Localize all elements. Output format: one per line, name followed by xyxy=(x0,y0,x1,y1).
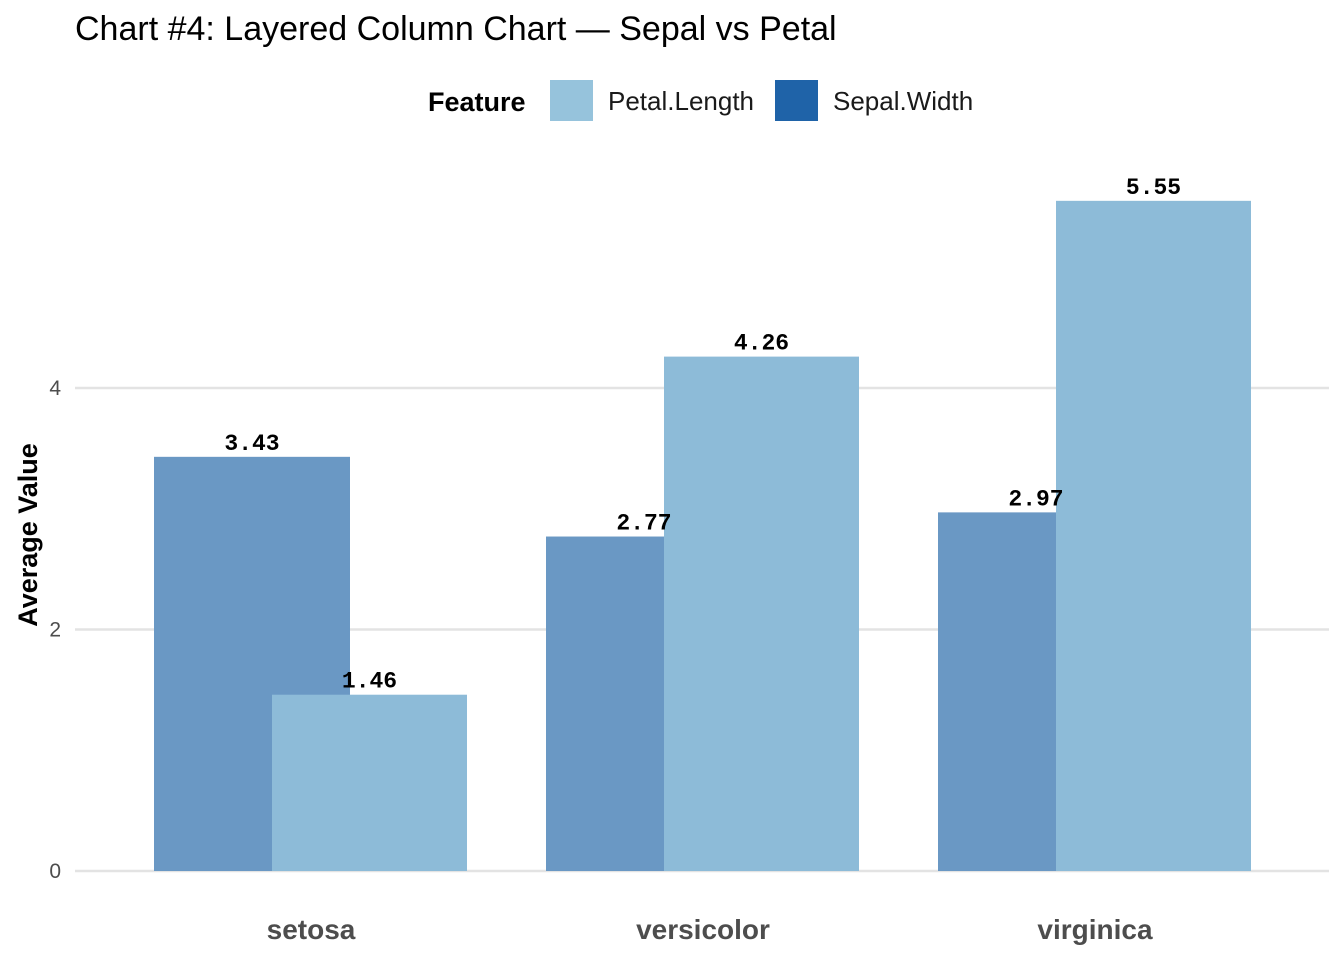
bar-petal-length-virginica xyxy=(1056,200,1251,871)
data-label-sepal-width-versicolor: 2.77 xyxy=(616,511,671,537)
y-tick-label-4: 4 xyxy=(49,377,61,400)
data-label-petal-length-versicolor: 4.26 xyxy=(734,331,789,357)
x-axis-ticks: setosa versicolor virginica xyxy=(267,914,1153,945)
legend-swatch-petal-length xyxy=(550,80,593,121)
chart-title: Chart #4: Layered Column Chart — Sepal v… xyxy=(75,10,837,48)
bar-petal-length-setosa xyxy=(272,694,467,871)
y-tick-label-2: 2 xyxy=(49,619,61,642)
legend: Feature Petal.Length Sepal.Width xyxy=(428,80,973,121)
legend-swatch-sepal-width xyxy=(775,80,818,121)
y-axis-ticks: 0 2 4 xyxy=(49,377,61,883)
data-label-petal-length-setosa: 1.46 xyxy=(342,669,397,695)
data-label-sepal-width-virginica: 2.97 xyxy=(1008,486,1063,512)
data-label-sepal-width-setosa: 3.43 xyxy=(224,431,279,457)
legend-label-petal-length: Petal.Length xyxy=(608,86,754,116)
x-tick-label-versicolor: versicolor xyxy=(636,914,770,945)
bar-petal-length-versicolor xyxy=(664,356,859,872)
legend-title: Feature xyxy=(428,87,526,117)
x-tick-label-setosa: setosa xyxy=(267,914,356,945)
petal-length-bars xyxy=(272,200,1251,872)
x-tick-label-virginica: virginica xyxy=(1037,914,1153,945)
y-axis-title: Average Value xyxy=(13,443,43,627)
y-tick-label-0: 0 xyxy=(49,860,61,883)
data-label-petal-length-virginica: 5.55 xyxy=(1126,175,1181,201)
data-labels: 3.43 1.46 2.77 4.26 2.97 5.55 xyxy=(224,175,1181,695)
legend-label-sepal-width: Sepal.Width xyxy=(833,86,973,116)
